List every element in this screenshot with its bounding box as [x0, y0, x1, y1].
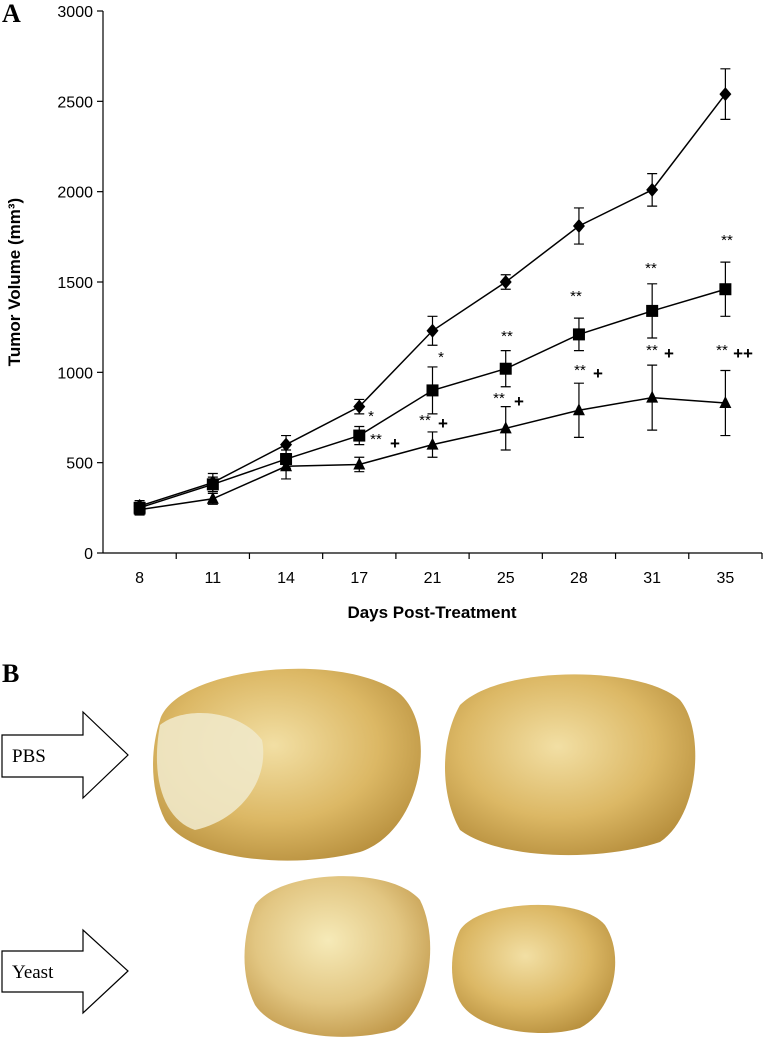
- x-tick-label: 25: [497, 570, 515, 587]
- tumor-photo: [244, 876, 431, 1037]
- marker: [572, 328, 585, 341]
- x-axis-label: Days Post-Treatment: [347, 603, 516, 622]
- x-tick-label: 31: [643, 570, 661, 587]
- marker: [646, 390, 659, 403]
- marker: [426, 323, 439, 338]
- y-tick-label: 2000: [57, 185, 93, 202]
- x-tick-label: 14: [277, 570, 295, 587]
- marker: [719, 87, 732, 102]
- marker: [572, 218, 585, 233]
- significance-mark: **: [501, 328, 513, 345]
- significance-mark: **: [493, 390, 505, 407]
- significance-mark: +: [514, 392, 524, 411]
- y-tick-label: 2500: [57, 94, 93, 111]
- marker: [353, 457, 366, 470]
- significance-mark: **: [721, 232, 733, 249]
- photo-label: PBS: [12, 746, 46, 767]
- significance-mark: +: [438, 414, 448, 433]
- y-tick-label: 0: [84, 546, 93, 563]
- marker: [353, 399, 366, 414]
- tumor-photo-detail: [156, 713, 264, 830]
- significance-mark: **: [646, 342, 658, 359]
- x-tick-label: 35: [716, 570, 734, 587]
- tumor-photo: [445, 674, 696, 856]
- marker: [719, 396, 732, 409]
- x-tick-label: 21: [424, 570, 442, 587]
- panel-label: A: [2, 0, 21, 28]
- marker: [719, 283, 732, 296]
- significance-mark: **: [645, 260, 657, 277]
- y-axis-label: Tumor Volume (mm³): [5, 198, 24, 366]
- photo-panel: PBS Yeast: [1, 668, 696, 1037]
- x-tick-label: 17: [350, 570, 368, 587]
- marker: [499, 275, 512, 289]
- marker: [280, 437, 293, 452]
- significance-mark: **: [419, 412, 431, 429]
- x-tick-label: 11: [205, 570, 222, 587]
- marker: [646, 304, 659, 317]
- marker: [572, 403, 585, 416]
- marker: [499, 362, 512, 375]
- significance-mark: **: [570, 288, 582, 305]
- marker: [646, 182, 659, 197]
- significance-mark: **: [370, 431, 382, 448]
- significance-mark: +: [390, 434, 400, 453]
- arrow: [1, 710, 129, 800]
- significance-mark: *: [438, 349, 444, 366]
- marker: [280, 459, 293, 472]
- significance-mark: **: [574, 362, 586, 379]
- marker: [353, 429, 366, 442]
- y-tick-label: 3000: [57, 4, 93, 21]
- significance-mark: +: [593, 364, 603, 383]
- significance-mark: +: [664, 344, 674, 363]
- y-tick-label: 1500: [57, 275, 93, 292]
- panel-label: B: [2, 659, 19, 688]
- marker: [206, 491, 219, 504]
- y-tick-label: 500: [66, 456, 93, 473]
- marker: [133, 502, 146, 515]
- marker: [426, 384, 439, 397]
- marker: [206, 478, 219, 491]
- significance-mark: ++: [733, 344, 753, 363]
- marker: [499, 421, 512, 434]
- x-tick-label: 8: [135, 570, 144, 587]
- significance-mark: **: [716, 342, 728, 359]
- significance-mark: *: [368, 408, 374, 425]
- y-tick-label: 1000: [57, 365, 93, 382]
- arrow: [1, 928, 129, 1015]
- tumor-photo: [452, 904, 616, 1034]
- x-tick-label: 28: [570, 570, 588, 587]
- marker: [426, 437, 439, 450]
- photo-label: Yeast: [12, 962, 54, 983]
